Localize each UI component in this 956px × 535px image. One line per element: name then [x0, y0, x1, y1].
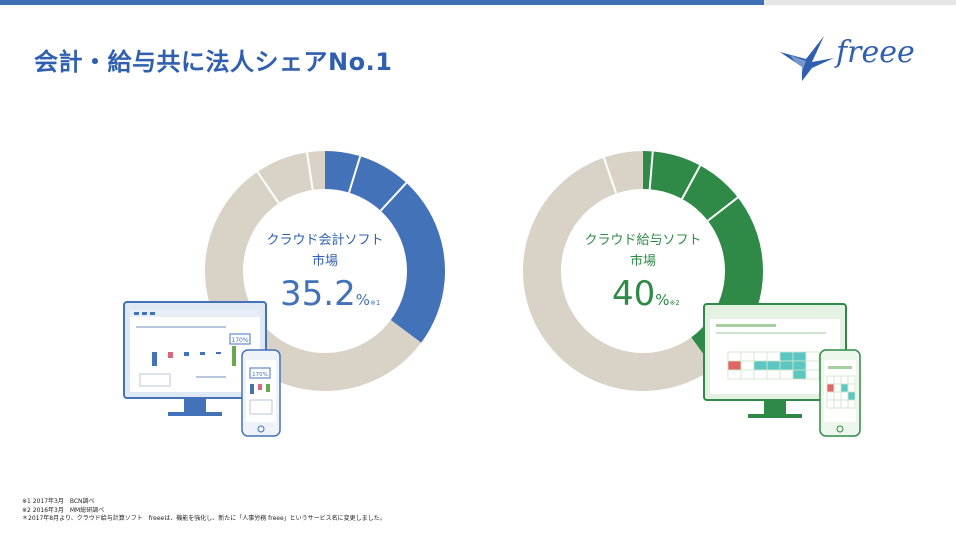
footnote-3: ＊2017年8月より、クラウド給与計算ソフト freeeは、機能を強化し、新たに… [22, 515, 386, 522]
calendar-cell [779, 369, 794, 380]
bird-icon [780, 36, 834, 81]
calendar-cell [753, 369, 768, 380]
payroll-value-unit: % [655, 291, 670, 309]
logo-wordmark: freee [834, 35, 915, 70]
accounting-value-note: ※1 [369, 299, 381, 307]
calendar-cell [840, 391, 849, 401]
payroll-market-label: クラウド給与ソフト 市場 [563, 230, 723, 272]
accounting-app-devices-illustration: 170% 170% [123, 301, 281, 437]
accounting-market-label: クラウド会計ソフト 市場 [245, 230, 405, 272]
smartphone-icon [819, 349, 861, 437]
accounting-value-unit: % [355, 291, 370, 309]
payroll-value-number: 40 [612, 274, 656, 314]
calendar-cell [833, 375, 842, 385]
calendar-cell [727, 351, 742, 362]
calendar-cell [766, 360, 781, 371]
monitor-icon: 170% [123, 301, 267, 416]
payroll-share-value: 40%※2 [612, 274, 680, 314]
payroll-label-line1: クラウド給与ソフト [584, 233, 702, 248]
calendar-cell [840, 383, 849, 393]
calendar-cell [833, 383, 842, 393]
calendar-cell [740, 351, 755, 362]
accounting-share-slice [325, 151, 445, 343]
monitor-growth-badge: 170% [231, 337, 248, 344]
calendar-cell [826, 391, 835, 401]
payroll-ring-divider [648, 151, 654, 190]
accounting-ring-divider [256, 171, 280, 204]
calendar-cell [792, 369, 807, 380]
calendar-cell [753, 360, 768, 371]
calendar-cell [779, 360, 794, 371]
calendar-cell [805, 351, 820, 362]
top-bar-track [764, 0, 956, 5]
footnotes: ※1 2017年3月 BCN調べ ※2 2016年3月 MM総研調べ ＊2017… [22, 498, 386, 524]
calendar-cell [792, 360, 807, 371]
freee-logo: freee [780, 35, 915, 81]
calendar-cell [727, 369, 742, 380]
calendar-cell [826, 399, 835, 409]
calendar-cell [847, 375, 856, 385]
payroll-remainder-slice [523, 151, 714, 391]
calendar-cell [840, 375, 849, 385]
accounting-share-value: 35.2%※1 [280, 274, 380, 314]
accounting-ring-divider [348, 155, 362, 193]
accounting-label-line2: 市場 [311, 254, 338, 269]
calendar-cell [840, 399, 849, 409]
calendar-cell [766, 369, 781, 380]
calendar-cell [779, 351, 794, 362]
payroll-app-devices-illustration [703, 303, 861, 437]
calendar-cell [740, 360, 755, 371]
calendar-cell [792, 351, 807, 362]
monitor-icon [703, 303, 847, 418]
calendar-cell [826, 375, 835, 385]
accounting-label-line1: クラウド会計ソフト [266, 233, 384, 248]
calendar-cell [847, 383, 856, 393]
payroll-ring-divider [681, 165, 702, 200]
calendar-cell [727, 360, 742, 371]
accounting-ring-divider [306, 152, 314, 191]
calendar-cell [805, 369, 820, 380]
payroll-value-note: ※2 [669, 299, 680, 307]
accounting-ring-divider [379, 182, 408, 212]
slide-title: 会計・給与共に法人シェアNo.1 [34, 48, 393, 76]
calendar-cell [740, 369, 755, 380]
calendar-cell [766, 351, 781, 362]
phone-growth-badge: 170% [252, 372, 268, 378]
calendar-cell [826, 383, 835, 393]
payroll-ring-divider [707, 196, 739, 222]
footnote-1: ※1 2017年3月 BCN調べ [22, 498, 95, 505]
smartphone-icon: 170% [241, 349, 281, 437]
calendar-cell [753, 351, 768, 362]
calendar-cell [847, 399, 856, 409]
payroll-label-line2: 市場 [629, 254, 656, 269]
calendar-cell [833, 399, 842, 409]
accounting-value-number: 35.2 [280, 274, 356, 314]
top-accent-bar [0, 0, 764, 5]
footnote-2: ※2 2016年3月 MM総研調べ [22, 506, 105, 514]
calendar-cell [847, 391, 856, 401]
payroll-ring-divider [602, 157, 618, 194]
calendar-cell [833, 391, 842, 401]
calendar-cell [805, 360, 820, 371]
